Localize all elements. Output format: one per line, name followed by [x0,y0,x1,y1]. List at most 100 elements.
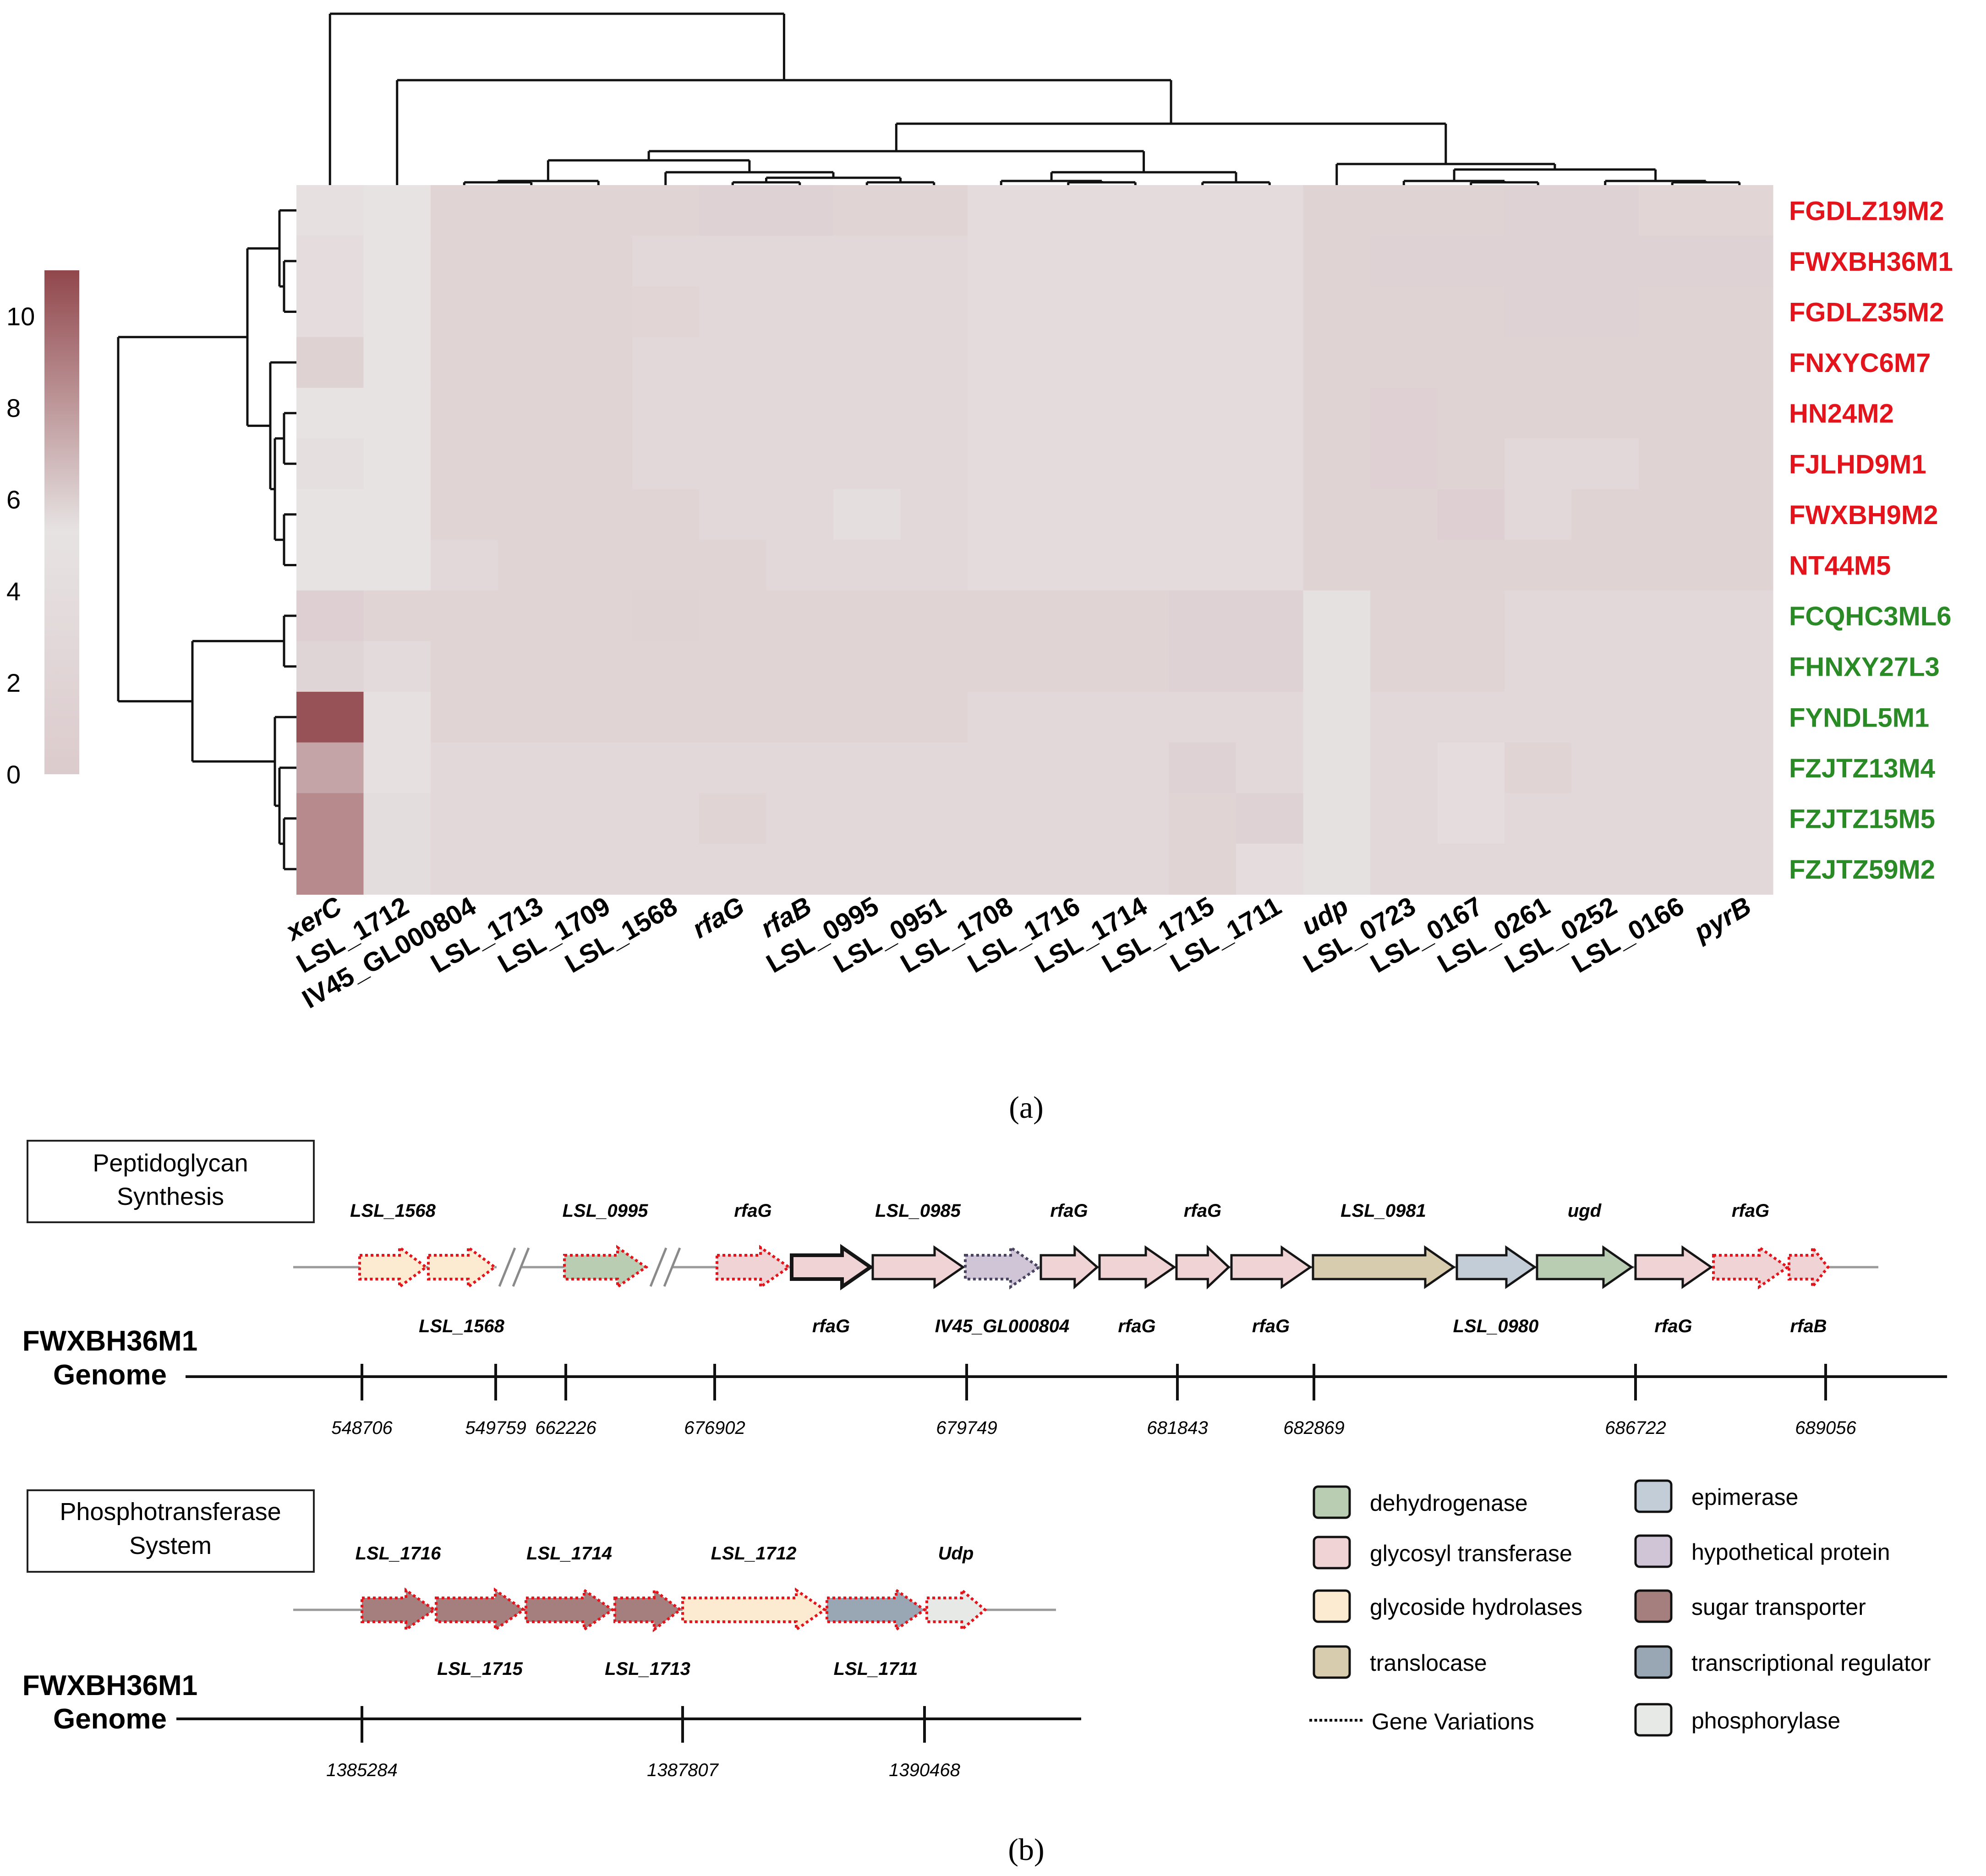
heatmap-cell [968,641,1035,692]
heatmap-cell [431,438,498,490]
heatmap-cell [1639,489,1707,540]
heatmap-cell [1571,185,1639,236]
gene-label: LSL_0980 [1453,1316,1539,1336]
row-label: FGDLZ19M2 [1789,196,1944,226]
heatmap-cell [632,286,700,338]
heatmap-cell [1102,793,1170,844]
heatmap-cell [363,235,431,287]
heatmap-cell [968,235,1035,287]
heatmap-cell [1102,590,1170,641]
pts-title-box: Phosphotransferase System [27,1489,315,1573]
axis-tick-label: 1387807 [647,1760,719,1780]
heatmap-cell [1370,185,1438,236]
heatmap-cell [968,540,1035,591]
heatmap-cell [1370,388,1438,439]
heatmap-cell [565,692,633,743]
heatmap-cell [766,742,834,793]
gene-arrow [1175,1245,1231,1290]
axis-tick-label: 689056 [1795,1418,1856,1438]
heatmap-cell [968,337,1035,388]
heatmap-cell [1706,692,1773,743]
heatmap-cell [498,540,565,591]
row-label: FCQHC3ML6 [1789,602,1951,631]
row-label: FZJTZ59M2 [1789,855,1935,885]
legend-swatch [1313,1589,1351,1623]
heatmap-cell [968,438,1035,490]
heatmap-cell [565,438,633,490]
gene-arrow [1536,1245,1634,1289]
heatmap-cell [766,793,834,844]
pts-genome-axis: 1385284 1387807 1390468 [176,1706,1081,1780]
peptidoglycan-title-line2: Synthesis [117,1183,224,1210]
heatmap-cell [833,590,901,641]
gene-label: rfaG [1732,1201,1769,1221]
gene-label: LSL_1711 [834,1659,918,1679]
gene-arrow [358,1245,429,1290]
gene-label: rfaG [1050,1201,1088,1221]
heatmap-cell [1706,590,1773,641]
heatmap-cell [296,185,364,236]
legend-label: glycosyl transferase [1370,1541,1572,1566]
heatmap-cell [431,185,498,236]
heatmap-cell [1303,641,1371,692]
heatmap-cell [1370,692,1438,743]
heatmap-cell [1169,235,1236,287]
heatmap-cell [1571,540,1639,591]
heatmap-cell [1303,742,1371,793]
heatmap-cell [565,641,633,692]
row-label: FNXYC6M7 [1789,348,1931,378]
heatmap-cell [565,742,633,793]
peptidoglycan-title-line1: Peptidoglycan [93,1149,248,1177]
heatmap-cell [833,489,901,540]
heatmap-cell [1706,438,1773,490]
heatmap-cell [632,388,700,439]
gene-label: rfaG [812,1316,850,1336]
heatmap-cell [1505,489,1572,540]
heatmap-cell [498,641,565,692]
heatmap-cell [1303,489,1371,540]
colorbar-tick-label: 2 [6,668,21,697]
heatmap-cell [1370,540,1438,591]
heatmap-cell [1571,235,1639,287]
heatmap-cell [1034,185,1102,236]
heatmap-cell [1706,793,1773,844]
heatmap-cell [1303,540,1371,591]
heatmap-cell [900,235,968,287]
legend-label: translocase [1370,1650,1487,1676]
heatmap-cell [1169,489,1236,540]
heatmap-cell [1370,438,1438,490]
row-label: FHNXY27L3 [1789,652,1940,682]
heatmap-cell [1571,590,1639,641]
heatmap-cell [565,286,633,338]
gene-arrow [613,1587,683,1633]
heatmap-cell [498,438,565,490]
heatmap-cell [565,185,633,236]
gene-arrow [427,1245,498,1290]
heatmap-cell [1303,235,1371,287]
legend-swatch [1634,1645,1673,1679]
heatmap-cell [632,235,700,287]
heatmap-cell [1102,641,1170,692]
heatmap-cell [1034,742,1102,793]
gene-arrow [361,1587,437,1632]
gene-arrow [1634,1245,1713,1289]
heatmap-cell [900,337,968,388]
colorbar-tick-label: 10 [6,302,35,331]
heatmap-cell [766,337,834,388]
gene-label: rfaG [734,1201,771,1221]
heatmap-cell [1236,235,1304,287]
heatmap-cell [1505,590,1572,641]
heatmap-cell [1303,843,1371,895]
heatmap-cell [431,742,498,793]
peptidoglycan-gene-track: LSL_1568 LSL_1568 LSL_0995 rfaG rfaG LSL_0985… [293,1201,1878,1336]
row-label: FWXBH9M2 [1789,500,1938,530]
legend-label: glycoside hydrolases [1370,1594,1582,1620]
heatmap-cell [632,641,700,692]
heatmap-cell [833,337,901,388]
heatmap-cell [1034,590,1102,641]
heatmap-cell [1370,235,1438,287]
legend-label: phosphorylase [1691,1708,1840,1734]
heatmap [296,185,1773,895]
heatmap-cell [565,590,633,641]
heatmap-cell [1169,286,1236,338]
